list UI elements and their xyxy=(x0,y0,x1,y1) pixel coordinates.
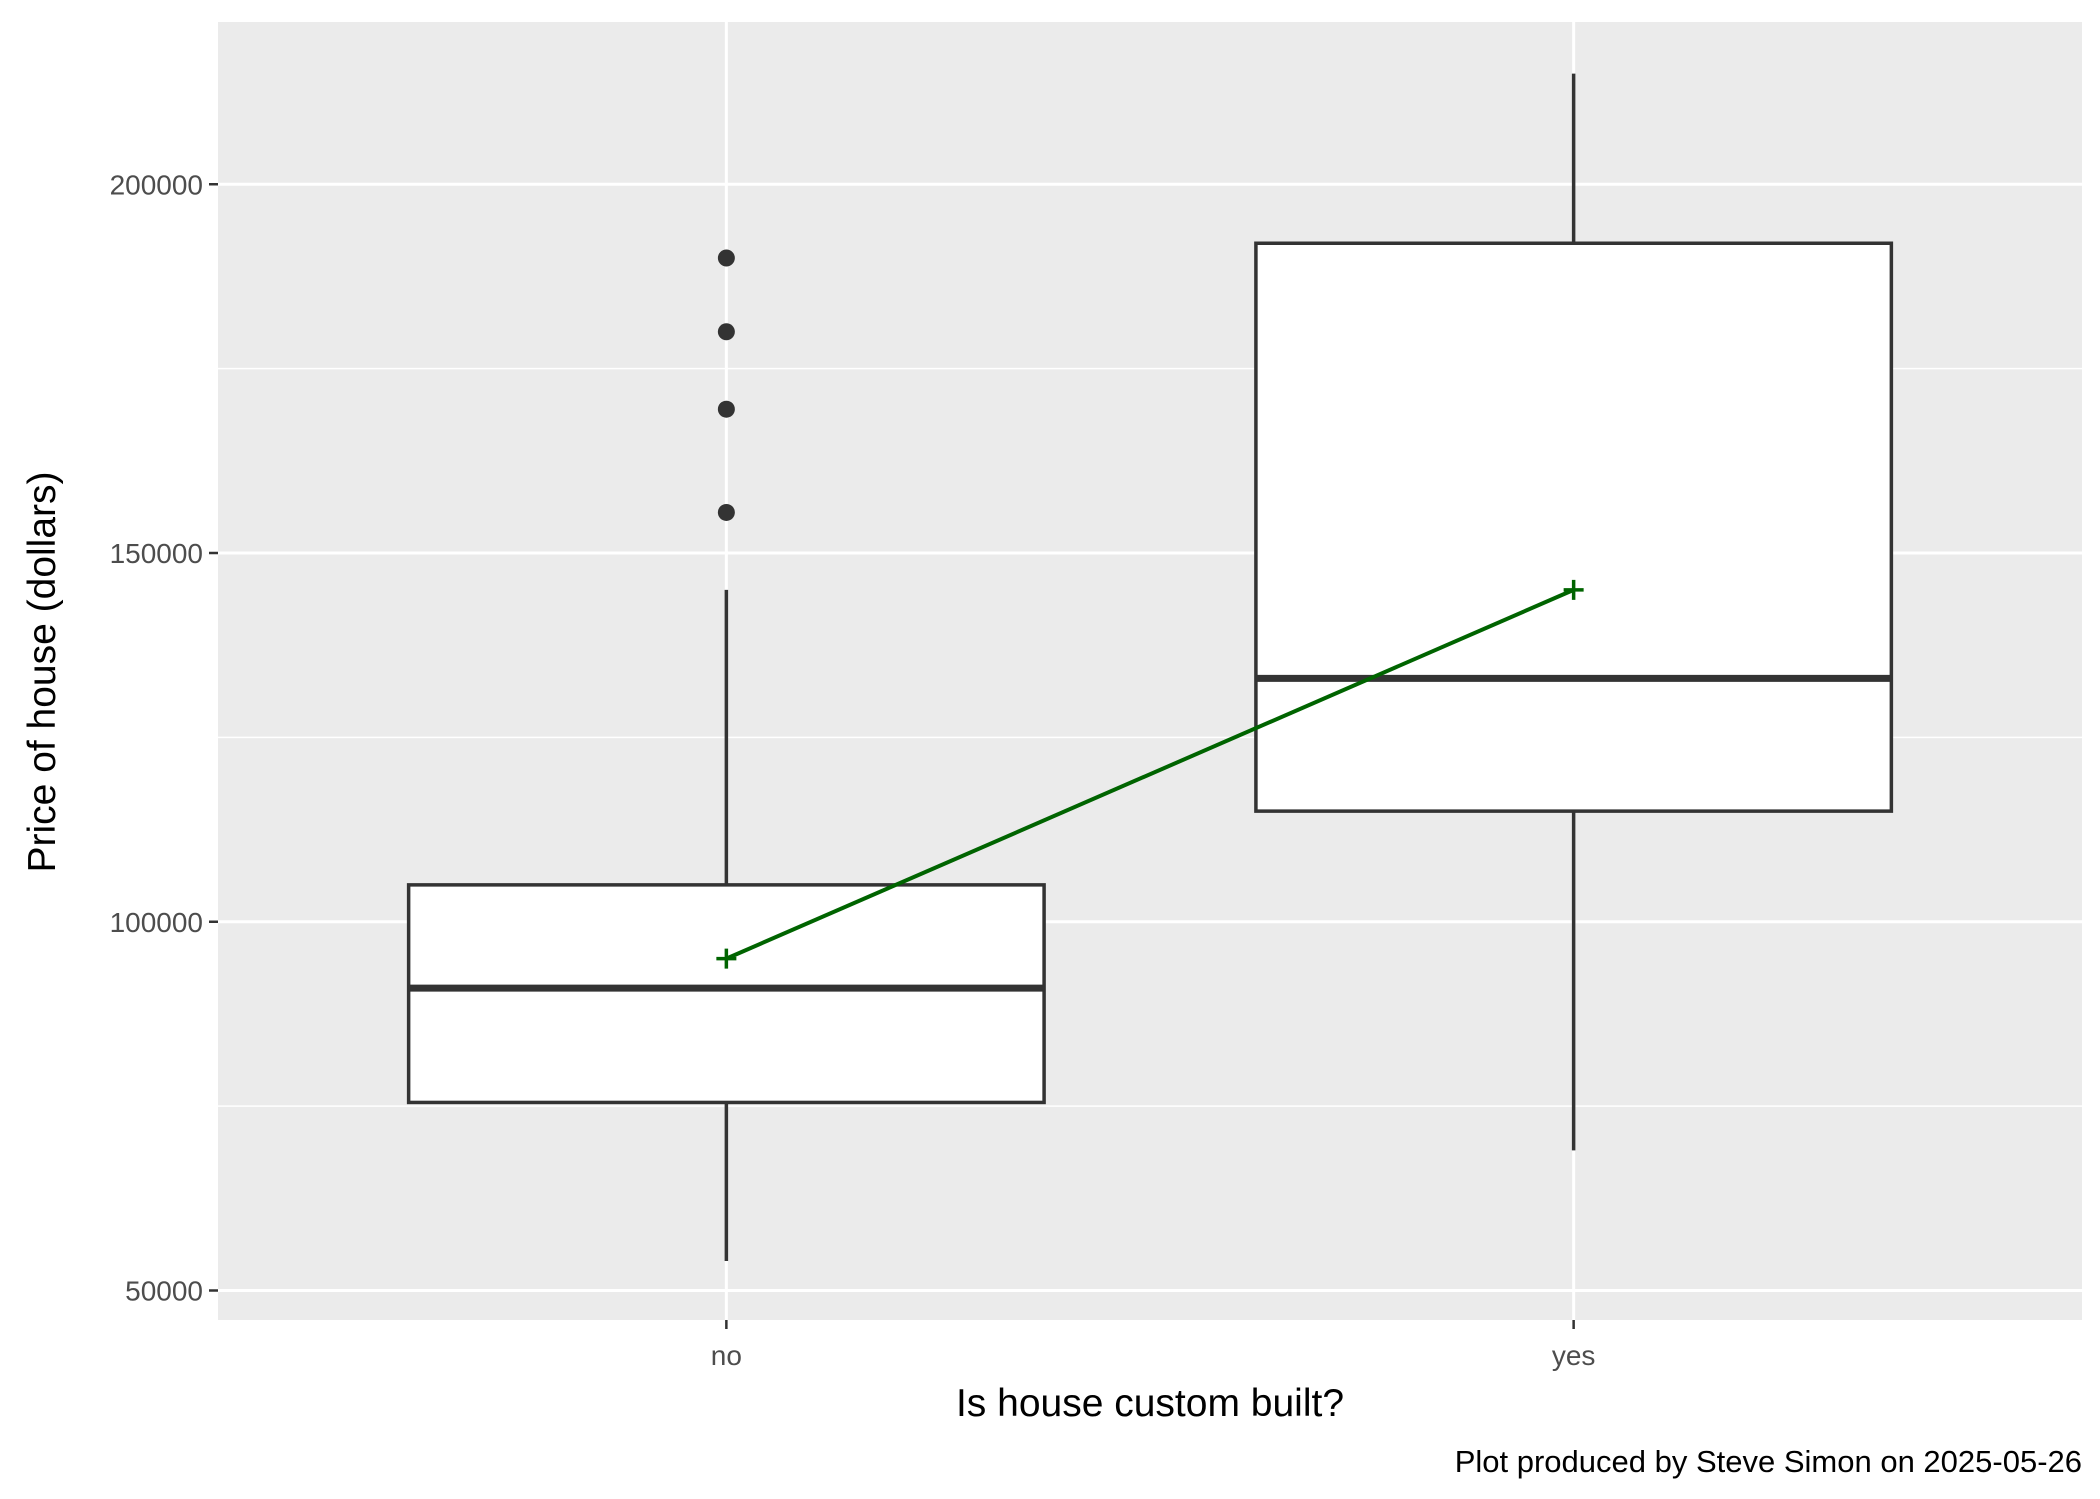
y-tick-label: 100000 xyxy=(110,907,203,938)
mean-line xyxy=(725,588,1575,961)
outlier-point xyxy=(717,323,735,341)
x-tick-label: yes xyxy=(1552,1340,1596,1371)
box-no xyxy=(406,249,1046,1261)
boxes xyxy=(406,73,1894,1261)
box-iqr xyxy=(1254,241,1894,813)
outlier-point xyxy=(717,400,735,418)
y-tick-label: 200000 xyxy=(110,169,203,200)
x-tick-label: no xyxy=(711,1340,742,1371)
y-tick-label: 50000 xyxy=(125,1276,203,1307)
mean-marker xyxy=(716,948,737,969)
box-yes xyxy=(1254,73,1894,1151)
mean-marker xyxy=(1563,579,1584,600)
outlier-point xyxy=(717,249,735,267)
mean-markers xyxy=(716,579,1584,969)
y-axis-title: Price of house (dollars) xyxy=(21,471,64,872)
y-tick-label: 150000 xyxy=(110,538,203,569)
outlier-point xyxy=(717,503,735,521)
plot-caption: Plot produced by Steve Simon on 2025-05-… xyxy=(1455,1444,2082,1479)
box-iqr xyxy=(406,883,1046,1105)
x-axis-title: Is house custom built? xyxy=(956,1382,1344,1425)
axes: 50000 100000 150000 200000 no yes xyxy=(110,169,1596,1371)
